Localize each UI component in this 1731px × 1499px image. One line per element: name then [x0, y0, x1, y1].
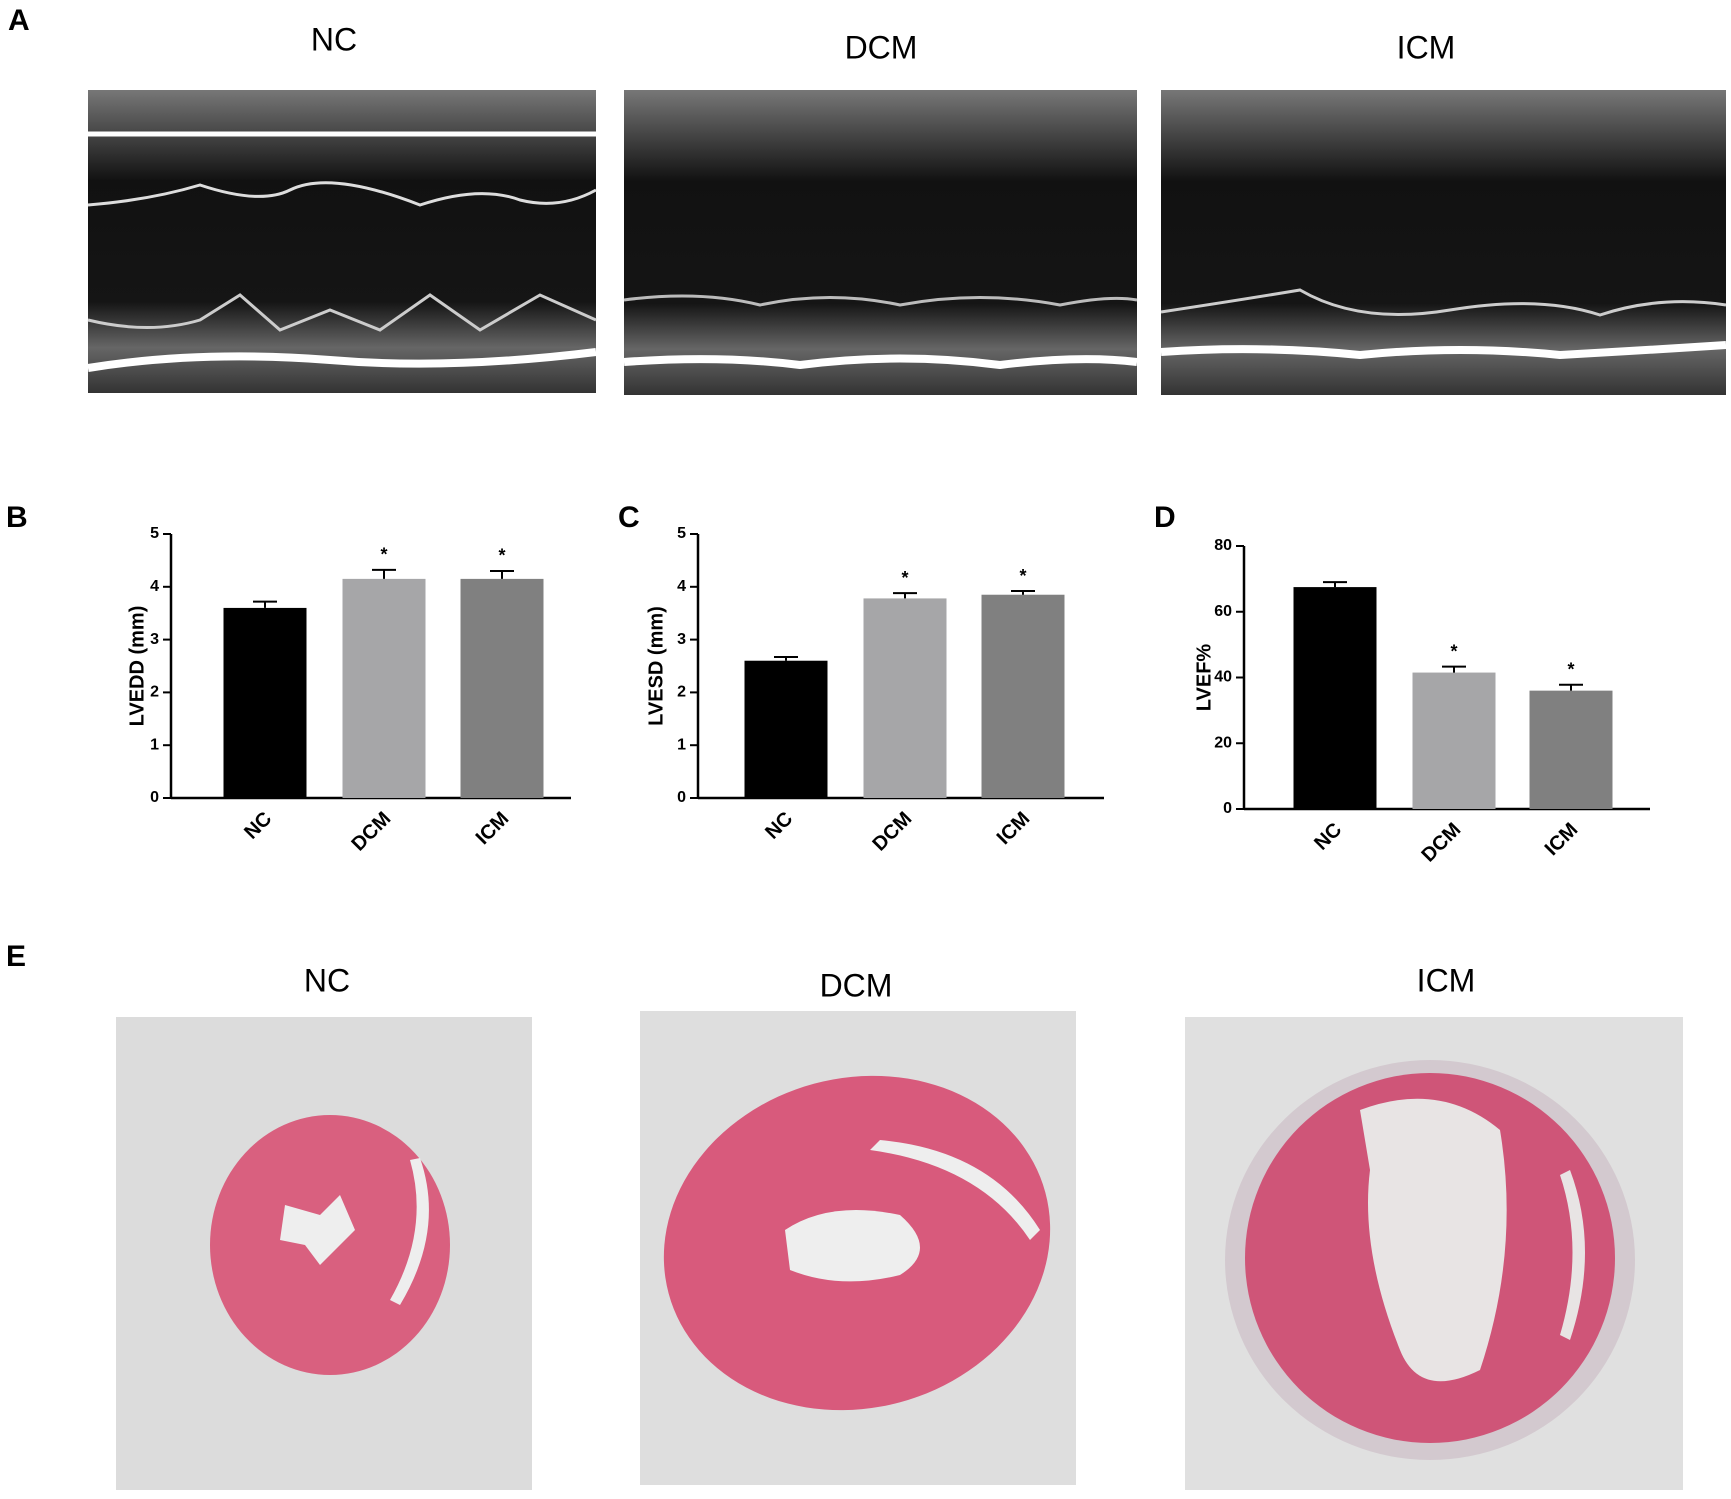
echo-image: [623, 90, 1138, 395]
x-tick-label: ICM: [993, 808, 1034, 849]
bar: [863, 598, 947, 798]
y-tick-label: 1: [150, 736, 159, 753]
significance-mark: *: [498, 546, 505, 566]
x-tick-label: ICM: [1541, 819, 1582, 860]
y-tick-label: 1: [677, 736, 686, 753]
histology-image: [640, 1011, 1076, 1485]
y-tick-label: 0: [150, 789, 159, 806]
y-tick-label: 4: [677, 578, 686, 595]
significance-mark: *: [380, 545, 387, 565]
y-axis-label: LVEDD (mm): [126, 606, 148, 727]
y-tick-label: 20: [1214, 734, 1232, 751]
y-tick-label: 5: [150, 525, 159, 542]
image-title: DCM: [820, 967, 893, 1003]
y-tick-label: 5: [677, 525, 686, 542]
panel-label: D: [1154, 501, 1176, 534]
y-tick-label: 3: [677, 631, 686, 648]
x-tick-label: NC: [240, 808, 276, 844]
bar: [1293, 587, 1377, 809]
error-bar: [774, 656, 798, 661]
error-bar: [893, 592, 917, 599]
x-tick-label: NC: [761, 808, 797, 844]
histology-image: [116, 1017, 532, 1490]
echo-image: [1160, 90, 1727, 395]
error-bar: [253, 600, 277, 608]
y-tick-label: 0: [677, 789, 686, 806]
bar: [1412, 672, 1496, 809]
panel-label: C: [618, 501, 640, 534]
significance-mark: *: [1450, 641, 1457, 661]
error-bar: [1011, 590, 1035, 595]
x-tick-label: DCM: [1418, 819, 1466, 867]
x-tick-label: ICM: [472, 808, 513, 849]
error-bar: [1559, 683, 1583, 691]
x-tick-label: DCM: [348, 808, 396, 856]
significance-mark: *: [901, 568, 908, 588]
y-axis-label: LVEF%: [1193, 644, 1215, 712]
panel-label: B: [6, 501, 28, 534]
bar: [460, 578, 544, 798]
y-tick-label: 3: [150, 631, 159, 648]
image-title: DCM: [845, 29, 918, 65]
error-bar: [1442, 665, 1466, 673]
bar: [223, 607, 307, 798]
y-tick-label: 40: [1214, 669, 1232, 686]
echo-image: [87, 90, 597, 393]
error-bar: [490, 569, 514, 579]
bar: [1529, 690, 1613, 809]
bar: [342, 578, 426, 798]
y-axis-label: LVESD (mm): [645, 606, 667, 726]
error-bar: [372, 568, 396, 579]
image-title: ICM: [1417, 962, 1476, 998]
y-tick-label: 4: [150, 578, 159, 595]
y-tick-label: 2: [677, 684, 686, 701]
y-tick-label: 0: [1223, 800, 1232, 817]
bar: [744, 660, 828, 798]
x-tick-label: NC: [1310, 819, 1346, 855]
y-tick-label: 60: [1214, 603, 1232, 620]
image-title: NC: [311, 21, 357, 57]
panel-label: A: [8, 4, 30, 37]
significance-mark: *: [1019, 566, 1026, 586]
image-title: ICM: [1397, 29, 1456, 65]
bar: [981, 594, 1065, 798]
y-tick-label: 2: [150, 684, 159, 701]
x-tick-label: DCM: [869, 808, 917, 856]
error-bar: [1323, 581, 1347, 588]
image-title: NC: [304, 962, 350, 998]
panel-label: E: [6, 940, 26, 973]
significance-mark: *: [1567, 659, 1574, 679]
histology-image: [1185, 1017, 1683, 1490]
y-tick-label: 80: [1214, 537, 1232, 554]
